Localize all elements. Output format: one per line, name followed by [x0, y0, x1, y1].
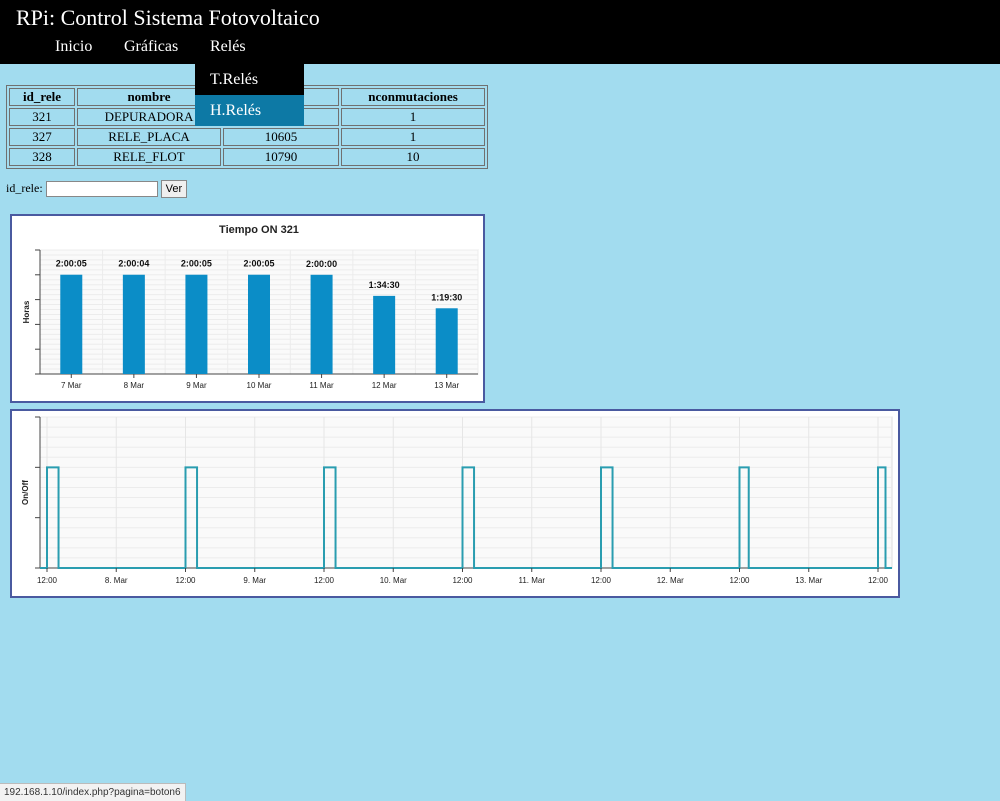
x-tick-label: 13. Mar	[795, 576, 822, 585]
browser-status-bar: 192.168.1.10/index.php?pagina=boton6	[0, 783, 186, 801]
bar	[248, 274, 270, 374]
bar	[60, 274, 83, 374]
x-tick-label: 9 Mar	[186, 381, 207, 390]
nav-inicio[interactable]: Inicio	[55, 38, 93, 55]
bar	[373, 295, 396, 374]
cell-id-rele: 328	[9, 148, 75, 166]
menu-item-t-reles[interactable]: T.Relés	[210, 71, 259, 88]
x-tick-label: 13 Mar	[434, 381, 459, 390]
table-row: 328 RELE_FLOT 10790 10	[9, 148, 485, 166]
x-tick-label: 12 Mar	[372, 381, 397, 390]
bar	[435, 308, 458, 374]
onoff-series-line	[40, 466, 892, 569]
bar-data-label: 1:19:30	[431, 292, 462, 302]
col-header-id-rele: id_rele	[9, 88, 75, 106]
bar-data-label: 2:00:00	[306, 259, 337, 269]
cell-n: 10605	[223, 128, 339, 146]
col-header-nconmutaciones: nconmutaciones	[341, 88, 485, 106]
x-tick-label: 12:00	[175, 576, 196, 585]
x-tick-label: 9. Mar	[243, 576, 266, 585]
cell-nconmutaciones: 1	[341, 128, 485, 146]
site-title: RPi: Control Sistema Fotovoltaico	[16, 5, 320, 30]
x-tick-label: 12:00	[729, 576, 750, 585]
plot-area	[39, 416, 893, 569]
id-rele-label: id_rele:	[6, 180, 43, 195]
bar	[122, 274, 145, 374]
x-tick-label: 11. Mar	[518, 576, 545, 585]
table-row: 327 RELE_PLACA 10605 1	[9, 128, 485, 146]
x-tick-label: 12:00	[314, 576, 335, 585]
bar-data-label: 2:00:05	[243, 259, 274, 269]
nav-graficas[interactable]: Gráficas	[124, 38, 179, 55]
x-tick-label: 12. Mar	[657, 576, 684, 585]
rele-form: id_rele: Ver	[6, 180, 188, 198]
cell-nconmutaciones: 10	[341, 148, 485, 166]
cell-nombre: RELE_PLACA	[77, 128, 221, 146]
tiempo-on-chart: Tiempo ON 321 Horas 2:00:05 7 Mar 2:00:04 8 M…	[10, 214, 485, 403]
x-tick-label: 12:00	[868, 576, 889, 585]
bar-chart-svg: Tiempo ON 321 Horas 2:00:05 7 Mar 2:00:04 8 M…	[22, 224, 479, 390]
bar	[310, 274, 333, 374]
onoff-chart-svg: On/Off 12:00 8. Mar 12:00 9. Mar 12:00 10. Mar…	[21, 416, 893, 585]
cell-n: 10790	[223, 148, 339, 166]
ver-button[interactable]: Ver	[160, 180, 188, 198]
cell-id-rele: 327	[9, 128, 75, 146]
x-tick-label: 7 Mar	[61, 381, 82, 390]
bar-data-label: 2:00:05	[56, 259, 87, 269]
header: RPi: Control Sistema Fotovoltaico Inicio…	[0, 0, 1000, 64]
reles-dropdown-menu: T.Relés H.Relés	[195, 64, 304, 126]
bar	[185, 274, 208, 374]
bar-data-label: 2:00:05	[181, 259, 212, 269]
y-axis-label: On/Off	[21, 480, 30, 505]
menu-item-h-reles[interactable]: H.Relés	[195, 95, 304, 126]
x-tick-label: 10 Mar	[247, 381, 272, 390]
cell-nconmutaciones: 1	[341, 108, 485, 126]
x-tick-label: 12:00	[452, 576, 473, 585]
nav-reles[interactable]: Relés	[210, 38, 246, 55]
x-tick-label: 8 Mar	[124, 381, 145, 390]
x-tick-label: 12:00	[37, 576, 58, 585]
id-rele-input[interactable]	[45, 181, 158, 197]
bar-data-label: 2:00:04	[118, 259, 149, 269]
onoff-chart: On/Off 12:00 8. Mar 12:00 9. Mar 12:00 10. Mar…	[10, 409, 900, 598]
cell-nombre: RELE_FLOT	[77, 148, 221, 166]
x-tick-label: 12:00	[591, 576, 612, 585]
x-tick-label: 11 Mar	[309, 381, 334, 390]
x-tick-label: 8. Mar	[105, 576, 128, 585]
cell-id-rele: 321	[9, 108, 75, 126]
chart-title: Tiempo ON 321	[219, 224, 299, 236]
y-axis-label: Horas	[22, 300, 31, 323]
bar-data-label: 1:34:30	[369, 280, 400, 290]
x-tick-label: 10. Mar	[380, 576, 407, 585]
